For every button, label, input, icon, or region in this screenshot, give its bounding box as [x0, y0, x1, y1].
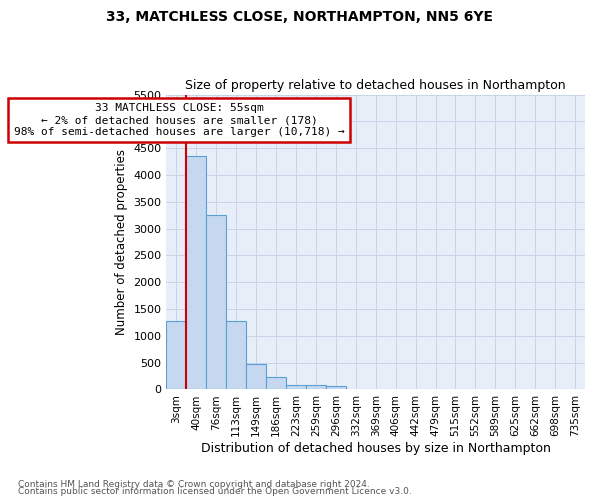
Text: 33 MATCHLESS CLOSE: 55sqm
← 2% of detached houses are smaller (178)
98% of semi-: 33 MATCHLESS CLOSE: 55sqm ← 2% of detach… — [14, 104, 344, 136]
Bar — [266, 377, 286, 390]
Text: 33, MATCHLESS CLOSE, NORTHAMPTON, NN5 6YE: 33, MATCHLESS CLOSE, NORTHAMPTON, NN5 6Y… — [107, 10, 493, 24]
Bar — [187, 156, 206, 390]
Bar — [166, 322, 187, 390]
Text: Contains HM Land Registry data © Crown copyright and database right 2024.: Contains HM Land Registry data © Crown c… — [18, 480, 370, 489]
Title: Size of property relative to detached houses in Northampton: Size of property relative to detached ho… — [185, 79, 566, 92]
Bar — [286, 384, 306, 390]
Bar — [326, 386, 346, 390]
Y-axis label: Number of detached properties: Number of detached properties — [115, 149, 128, 335]
Bar — [206, 215, 226, 390]
Text: Contains public sector information licensed under the Open Government Licence v3: Contains public sector information licen… — [18, 487, 412, 496]
Bar — [306, 384, 326, 390]
Bar — [246, 364, 266, 390]
X-axis label: Distribution of detached houses by size in Northampton: Distribution of detached houses by size … — [201, 442, 551, 455]
Bar — [226, 321, 246, 390]
